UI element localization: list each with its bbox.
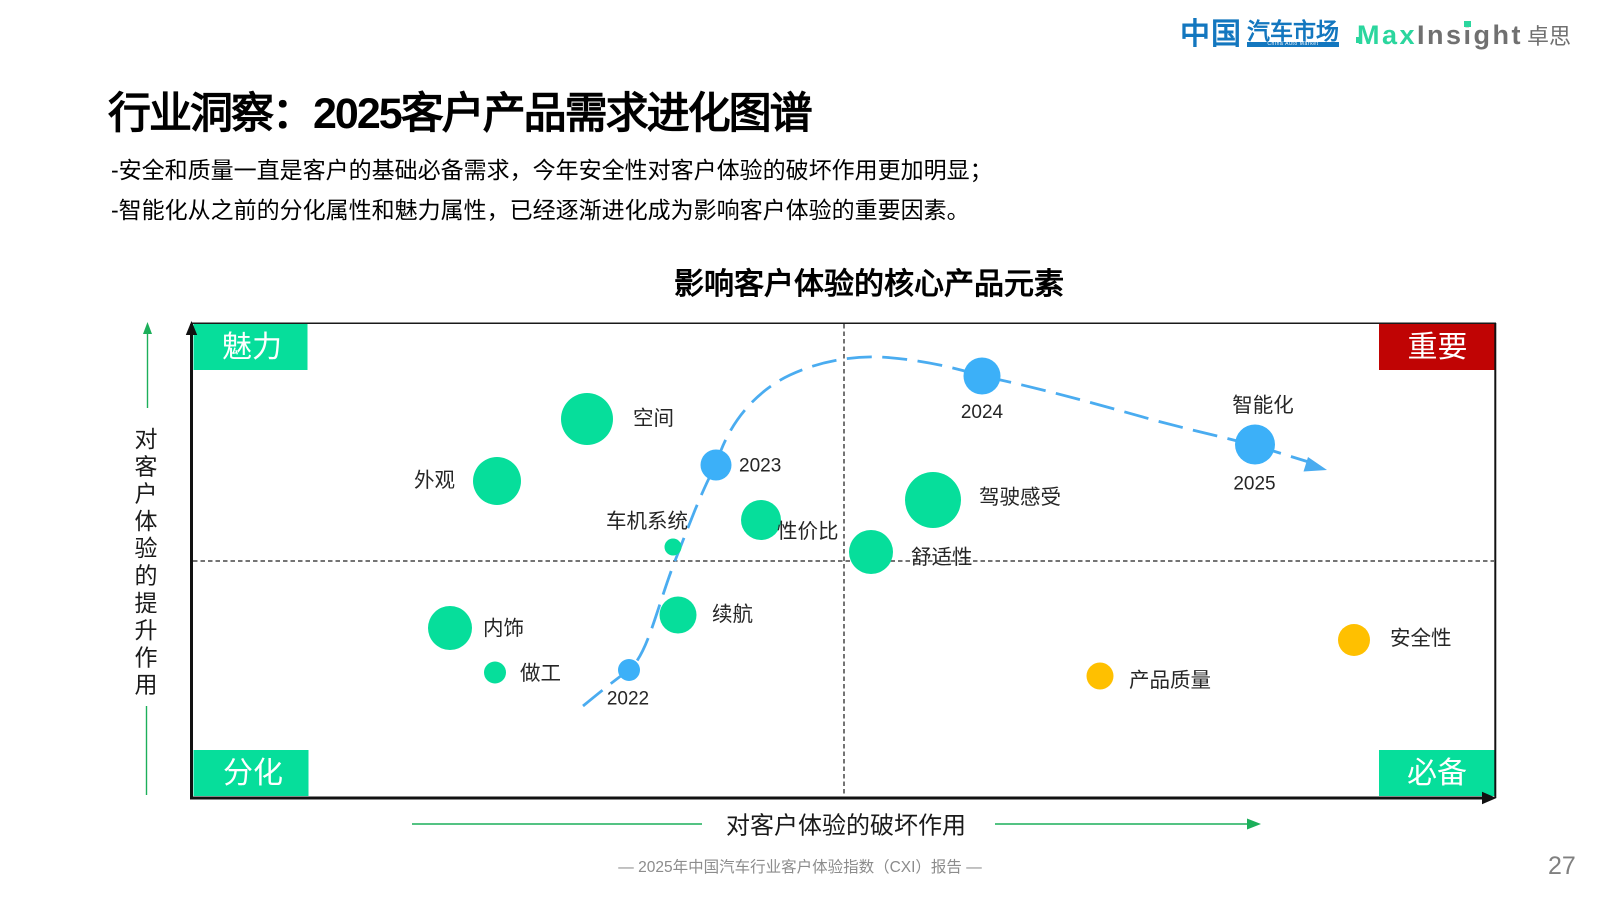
svg-text:续航: 续航	[712, 603, 753, 626]
svg-text:影响客户体验的核心产品元素: 影响客户体验的核心产品元素	[674, 267, 1064, 301]
svg-text:空间: 空间	[633, 407, 674, 430]
svg-text:2025: 2025	[1233, 474, 1275, 495]
svg-text:客: 客	[135, 453, 158, 479]
svg-text:产品质量: 产品质量	[1129, 669, 1211, 692]
svg-text:2024: 2024	[961, 402, 1004, 423]
svg-text:舒适性: 舒适性	[911, 546, 973, 569]
svg-text:对: 对	[135, 426, 158, 452]
svg-text:验: 验	[135, 535, 158, 561]
svg-text:做工: 做工	[520, 662, 561, 685]
svg-text:智能化: 智能化	[1232, 394, 1294, 417]
svg-text:分化: 分化	[223, 757, 283, 790]
svg-text:2022: 2022	[607, 689, 649, 710]
svg-text:必备: 必备	[1407, 757, 1467, 790]
svg-text:升: 升	[135, 617, 158, 643]
svg-text:车机系统: 车机系统	[606, 510, 688, 533]
svg-text:户: 户	[135, 481, 158, 507]
svg-text:对客户体验的破坏作用: 对客户体验的破坏作用	[726, 813, 966, 840]
svg-text:性价比: 性价比	[777, 520, 839, 543]
svg-text:提: 提	[135, 590, 158, 616]
svg-text:用: 用	[135, 672, 158, 698]
svg-text:内饰: 内饰	[483, 617, 524, 640]
svg-text:体: 体	[135, 508, 158, 534]
svg-text:的: 的	[135, 563, 158, 589]
svg-text:安全性: 安全性	[1390, 627, 1452, 650]
svg-text:驾驶感受: 驾驶感受	[979, 486, 1061, 509]
svg-text:重要: 重要	[1408, 331, 1468, 364]
svg-text:作: 作	[135, 644, 158, 670]
svg-text:2023: 2023	[739, 456, 781, 477]
svg-text:外观: 外观	[414, 469, 455, 492]
svg-text:魅力: 魅力	[222, 331, 282, 364]
